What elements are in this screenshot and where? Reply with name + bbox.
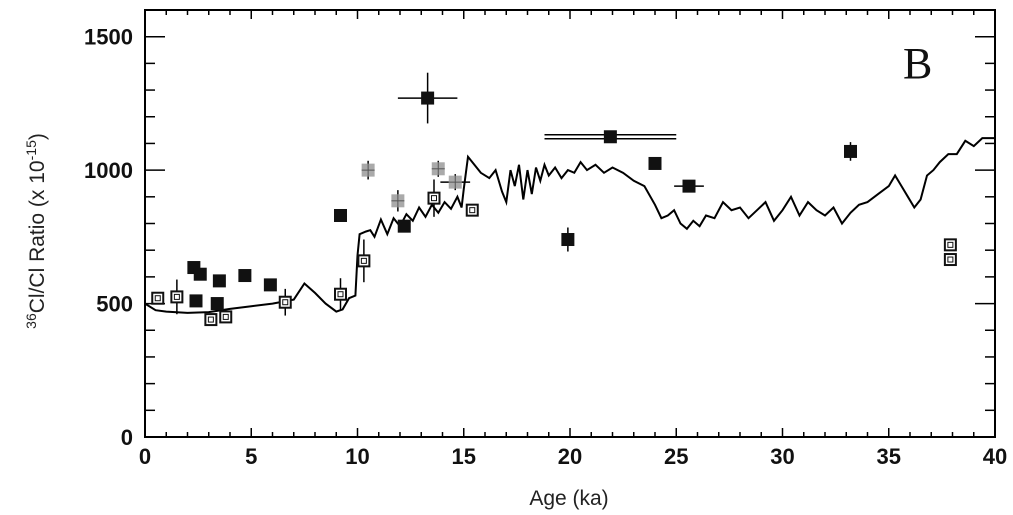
- y-axis-title-main: Cl/Cl Ratio (x 10: [26, 160, 49, 313]
- y-tick-label: 1500: [84, 25, 133, 50]
- marker-open-square-inner: [207, 316, 214, 323]
- x-tick-label: 10: [345, 444, 369, 469]
- x-tick-label: 15: [452, 444, 476, 469]
- data-point-open-square: [465, 203, 479, 217]
- x-tick-label: 30: [770, 444, 794, 469]
- marker-filled-square: [263, 278, 277, 292]
- data-point-filled-square: [648, 156, 662, 170]
- data-point-filled-square: [561, 227, 575, 252]
- x-tick-label: 0: [139, 444, 151, 469]
- data-point-open-square: [219, 310, 233, 324]
- marker-filled-square: [844, 144, 857, 158]
- panel-letter: B: [903, 39, 932, 88]
- data-point-filled-square: [844, 142, 857, 161]
- marker-open-square: [204, 313, 218, 327]
- y-tick-label: 500: [96, 292, 133, 317]
- marker-open-square: [334, 287, 347, 301]
- marker-filled-square: [238, 269, 252, 283]
- marker-filled-square: [210, 297, 224, 311]
- data-point-open-square: [204, 313, 218, 327]
- x-tick-label: 35: [877, 444, 901, 469]
- data-point-gray-square: [361, 160, 375, 180]
- data-point-open-square: [943, 238, 957, 252]
- marker-filled-square: [682, 179, 696, 193]
- points-layer: [151, 72, 957, 327]
- marker-filled-square: [421, 91, 435, 105]
- plot-frame: [144, 9, 996, 438]
- y-axis-title-suffix: ): [26, 133, 49, 140]
- marker-open-square: [151, 291, 165, 305]
- marker-open-square-inner: [469, 207, 476, 214]
- marker-filled-square: [212, 274, 226, 288]
- data-point-filled-square: [397, 72, 458, 124]
- marker-open-square: [357, 254, 371, 268]
- marker-open-square: [219, 310, 233, 324]
- marker-open-square-inner: [360, 257, 367, 264]
- data-point-open-square: [170, 279, 184, 315]
- data-point-filled-square: [189, 294, 203, 308]
- y-tick-label: 0: [121, 425, 133, 450]
- data-point-open-square: [278, 288, 292, 316]
- marker-open-square-inner: [337, 291, 344, 298]
- axes-layer: 0 5 10 15 20 25 30 35 40 0 500 1000 1500: [84, 9, 1007, 469]
- marker-open-square-inner: [222, 313, 229, 320]
- x-tick-label: 20: [558, 444, 582, 469]
- data-point-open-square: [357, 239, 371, 283]
- y-tick-label: 1000: [84, 158, 133, 183]
- data-point-gray-square: [391, 190, 405, 212]
- marker-filled-square: [561, 233, 575, 247]
- data-point-gray-square: [440, 174, 471, 191]
- marker-open-square: [465, 203, 479, 217]
- marker-open-square-inner: [154, 295, 161, 302]
- marker-filled-square: [193, 267, 207, 281]
- line-layer: [144, 137, 995, 314]
- x-tick-label: 25: [664, 444, 688, 469]
- data-point-filled-square: [397, 219, 411, 233]
- marker-open-square-inner: [431, 195, 437, 202]
- data-point-gray-square: [431, 160, 445, 177]
- data-point-filled-square: [263, 278, 277, 292]
- data-point-filled-square: [210, 297, 224, 311]
- data-point-open-square: [334, 278, 347, 311]
- data-point-filled-square: [334, 208, 347, 222]
- marker-open-square: [943, 253, 957, 267]
- marker-open-square-inner: [173, 293, 180, 300]
- data-point-open-square: [943, 253, 957, 267]
- marker-filled-square: [334, 208, 347, 222]
- x-tick-label: 5: [245, 444, 257, 469]
- marker-open-square: [170, 290, 184, 304]
- y-axis-title: 36Cl/Cl Ratio (x 10-15): [23, 133, 49, 329]
- marker-open-square: [427, 191, 441, 205]
- data-point-filled-square: [544, 130, 677, 144]
- data-point-open-square: [151, 291, 165, 305]
- data-point-open-square: [427, 179, 441, 217]
- marker-filled-square: [603, 130, 617, 144]
- marker-open-square: [278, 295, 292, 309]
- data-point-filled-square: [238, 269, 252, 283]
- x-axis-title: Age (ka): [529, 487, 608, 510]
- marker-filled-square: [397, 219, 411, 233]
- marker-open-square: [943, 238, 957, 252]
- y-axis-title-exp: -15: [23, 140, 39, 160]
- data-point-filled-square: [212, 274, 226, 288]
- y-axis-title-prefix-sup: 36: [23, 313, 39, 329]
- model-curve: [144, 137, 995, 314]
- data-point-filled-square: [193, 267, 207, 281]
- x-tick-label: 40: [983, 444, 1007, 469]
- marker-filled-square: [189, 294, 203, 308]
- marker-filled-square: [648, 156, 662, 170]
- data-point-filled-square: [674, 179, 704, 193]
- marker-open-square-inner: [282, 299, 289, 306]
- marker-open-square-inner: [947, 256, 954, 263]
- marker-open-square-inner: [947, 241, 954, 248]
